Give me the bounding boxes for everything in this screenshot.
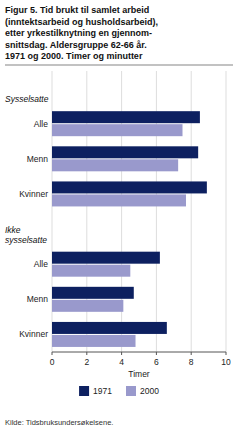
bar xyxy=(52,194,186,206)
legend-label: 1971 xyxy=(93,386,112,396)
bar xyxy=(52,181,207,193)
bar xyxy=(52,159,178,171)
grid xyxy=(52,71,226,352)
bars xyxy=(52,111,207,347)
legend-label: 2000 xyxy=(140,386,159,396)
title-line: etter yrkestilknytning en gjennom- xyxy=(5,28,152,38)
section-label-line: Ikke xyxy=(5,225,21,235)
chart: Figur 5. Tid brukt til samlet arbeid (inn… xyxy=(0,0,238,433)
title-rule xyxy=(5,65,233,66)
x-tick-label: 0 xyxy=(50,357,55,367)
title-line: (inntektsarbeid og husholdsarbeid), xyxy=(5,17,158,27)
x-tick-label: 6 xyxy=(154,357,159,367)
x-axis-label: Timer xyxy=(128,369,150,379)
bar xyxy=(52,111,200,123)
x-axis-line xyxy=(52,352,226,353)
bar xyxy=(52,252,160,264)
y-tick-label: Alle xyxy=(34,259,48,269)
x-tick xyxy=(156,352,157,355)
bar xyxy=(52,124,183,136)
y-tick-label: Kvinner xyxy=(19,189,48,199)
legend-swatch xyxy=(79,386,89,396)
grid-line xyxy=(226,71,227,352)
bar xyxy=(52,300,123,312)
title-line: Figur 5. Tid brukt til samlet arbeid xyxy=(5,5,149,15)
x-tick-label: 4 xyxy=(119,357,124,367)
bar xyxy=(52,322,167,334)
x-tick xyxy=(121,352,122,355)
section-label: Sysselsatte xyxy=(5,94,49,104)
x-tick xyxy=(191,352,192,355)
x-tick xyxy=(86,352,87,355)
bar xyxy=(52,146,198,158)
legend: 1971 2000 xyxy=(79,386,159,396)
section-label-line: Sysselsatte xyxy=(5,94,49,104)
bar xyxy=(52,287,134,299)
bar xyxy=(52,265,130,277)
section-label-line: sysselsatte xyxy=(5,235,47,245)
x-tick-label: 2 xyxy=(84,357,89,367)
source-note: Kilde: Tidsbruksundersøkelsene. xyxy=(5,418,113,427)
y-tick-label: Menn xyxy=(27,154,49,164)
title: Figur 5. Tid brukt til samlet arbeid (inn… xyxy=(5,5,158,61)
y-tick-label: Kvinner xyxy=(19,329,48,339)
legend-swatch xyxy=(126,386,136,396)
y-tick-label: Alle xyxy=(34,119,48,129)
x-tick-label: 8 xyxy=(189,357,194,367)
title-line: 1971 og 2000. Timer og minutter xyxy=(5,51,143,61)
x-tick-label: 10 xyxy=(221,357,231,367)
section-label: Ikkesysselsatte xyxy=(5,225,47,245)
x-tick xyxy=(52,352,53,355)
y-tick-label: Menn xyxy=(27,294,49,304)
x-tick xyxy=(226,352,227,355)
title-line: snittsdag. Aldersgruppe 62-66 år. xyxy=(5,40,147,50)
bar xyxy=(52,335,136,347)
